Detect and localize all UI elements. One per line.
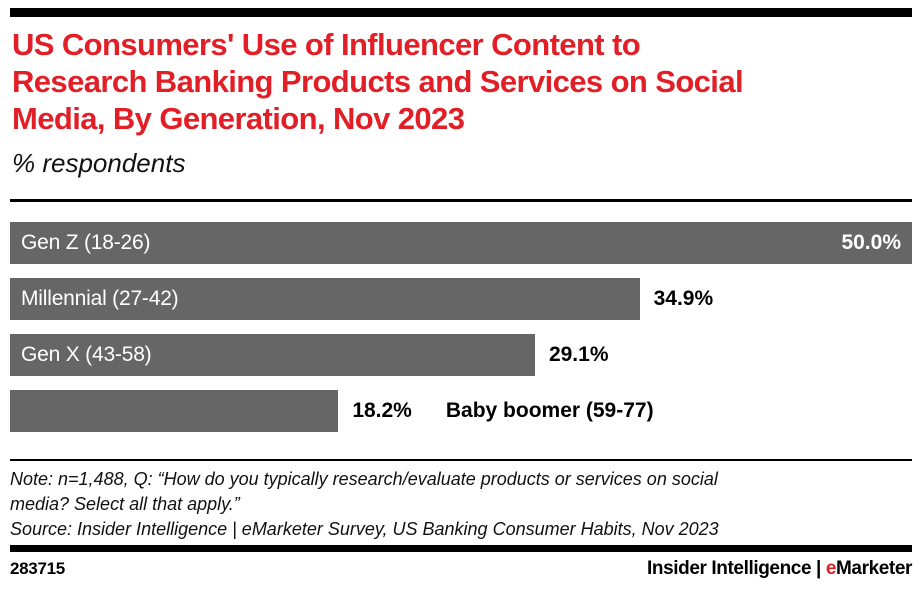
chart-subtitle: % respondents <box>12 148 186 178</box>
brand-prefix: Insider Intelligence | <box>647 558 826 579</box>
chart-title: US Consumers' Use of Influencer Content … <box>12 26 912 137</box>
chart-title-line-1: US Consumers' Use of Influencer Content … <box>12 27 641 62</box>
notes-block: Note: n=1,488, Q: “How do you typically … <box>10 467 912 542</box>
bar-1: Gen Z (18-26) 50.0% <box>10 222 912 264</box>
bar-2: Millennial (27-42) <box>10 278 640 320</box>
chart-title-line-3: Media, By Generation, Nov 2023 <box>12 101 465 136</box>
bar-row-1: Gen Z (18-26) 50.0% <box>10 222 912 264</box>
footer: 283715 Insider Intelligence | eMarketer <box>10 558 912 580</box>
chart-title-line-2: Research Banking Products and Services o… <box>12 64 744 99</box>
category-label: Baby boomer (59-77) <box>445 399 654 422</box>
bottom-rule <box>10 545 912 552</box>
value-label: 50.0% <box>841 231 901 254</box>
category-label: Millennial (27-42) <box>21 287 179 310</box>
category-label: Gen X (43-58) <box>21 343 152 366</box>
chart-page: US Consumers' Use of Influencer Content … <box>0 8 922 594</box>
note-line-1: Note: n=1,488, Q: “How do you typically … <box>10 469 718 489</box>
top-rule <box>10 8 912 17</box>
value-label: 18.2% <box>352 399 412 422</box>
bar-row-4: 18.2% Baby boomer (59-77) <box>10 390 912 432</box>
bar-row-2: Millennial (27-42) 34.9% <box>10 278 912 320</box>
chart-id: 283715 <box>10 559 65 578</box>
brand-logo-text: Insider Intelligence | eMarketer <box>647 558 912 580</box>
bar-4 <box>10 390 339 432</box>
divider-above-chart <box>10 199 912 202</box>
source-line: Source: Insider Intelligence | eMarketer… <box>10 519 719 539</box>
value-label: 34.9% <box>653 287 714 310</box>
bar-chart: Gen Z (18-26) 50.0% Millennial (27-42) 34.9… <box>10 222 912 432</box>
bar-row-3: Gen X (43-58) 29.1% <box>10 334 912 376</box>
brand-e-letter: e <box>825 558 837 579</box>
divider-above-notes <box>10 459 912 461</box>
note-line-2: media? Select all that apply.” <box>10 494 240 514</box>
value-label: 29.1% <box>548 343 609 366</box>
category-label: Gen Z (18-26) <box>21 231 151 254</box>
bar-3: Gen X (43-58) <box>10 334 535 376</box>
brand-rest: Marketer <box>835 558 912 579</box>
